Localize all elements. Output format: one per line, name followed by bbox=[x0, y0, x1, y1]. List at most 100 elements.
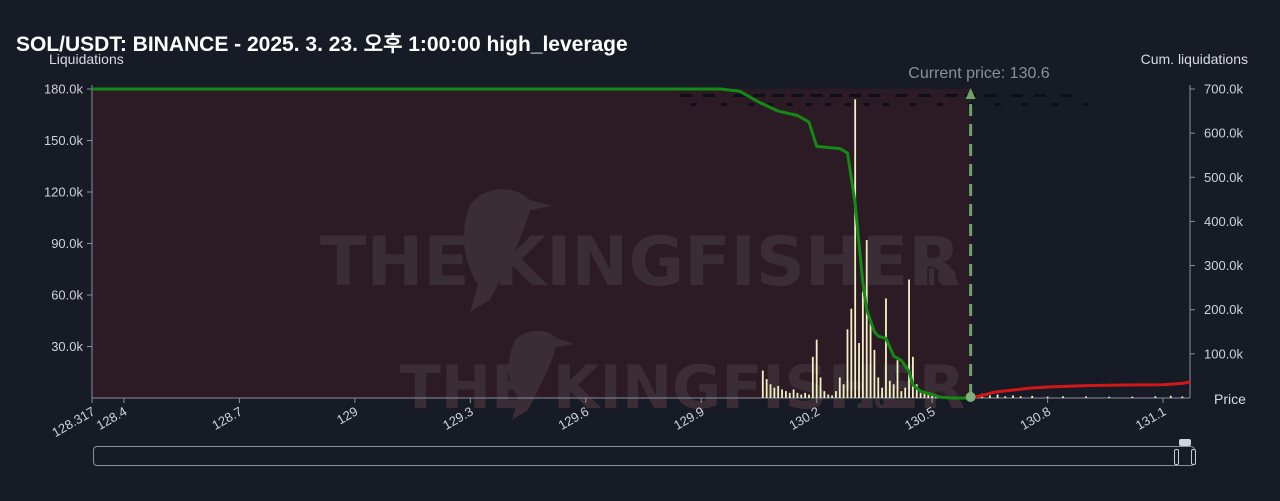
liquidation-bar bbox=[808, 394, 810, 398]
x-axis-label: Price bbox=[1214, 391, 1246, 407]
left-tick-label: 60.0k bbox=[51, 288, 83, 303]
range-handle-left[interactable] bbox=[1174, 449, 1179, 465]
liquidation-bar bbox=[873, 349, 876, 398]
liquidation-bar bbox=[800, 394, 803, 398]
left-tick-label: 150.0k bbox=[44, 133, 84, 148]
liquidation-bar bbox=[838, 377, 841, 398]
liquidation-bar bbox=[919, 391, 922, 398]
cumulative-lines bbox=[92, 87, 1191, 400]
x-tick-label: 128.317 bbox=[49, 404, 97, 440]
right-tick-label: 300.0k bbox=[1204, 258, 1244, 273]
liquidation-bar bbox=[912, 356, 914, 398]
liquidation-bar bbox=[931, 394, 934, 398]
x-tick-label: 128.7 bbox=[209, 404, 245, 433]
left-tick-label: 90.0k bbox=[51, 236, 83, 251]
liquidation-bar bbox=[792, 389, 795, 398]
liquidation-bar bbox=[769, 384, 772, 398]
orderbook-dash bbox=[772, 94, 785, 97]
liquidation-bar bbox=[865, 240, 868, 398]
orderbook-dash bbox=[767, 103, 774, 106]
orderbook-dash bbox=[882, 103, 889, 106]
orderbook-dash bbox=[983, 94, 996, 97]
liquidation-bar bbox=[1012, 395, 1014, 398]
current-price-label: Current price: 130.6 bbox=[908, 65, 1050, 82]
liquidation-bar bbox=[827, 394, 830, 398]
orderbook-dash bbox=[1010, 94, 1023, 97]
right-tick-label: 100.0k bbox=[1204, 346, 1244, 361]
liquidation-bar bbox=[1004, 396, 1007, 398]
liquidation-bar bbox=[842, 384, 845, 398]
liquidation-bar bbox=[804, 392, 807, 398]
range-handle-right[interactable] bbox=[1191, 449, 1196, 465]
current-price-dot bbox=[965, 392, 976, 402]
x-tick-label: 129 bbox=[334, 404, 360, 428]
liquidation-bar bbox=[831, 395, 833, 398]
range-slider-handle[interactable] bbox=[1174, 439, 1196, 467]
orderbook-dash bbox=[1060, 94, 1073, 97]
liquidation-bar bbox=[777, 385, 780, 398]
current-price-marker bbox=[965, 88, 976, 402]
liquidation-bar bbox=[1085, 396, 1087, 398]
orderbook-dash bbox=[844, 103, 851, 106]
liquidation-bar bbox=[885, 298, 887, 398]
liquidation-bar bbox=[819, 377, 822, 398]
arrow-up-icon bbox=[965, 88, 976, 99]
liquidation-bar bbox=[1154, 396, 1157, 398]
grip-icon[interactable] bbox=[1179, 439, 1191, 446]
liquidation-bar bbox=[811, 356, 814, 398]
orderbook-dash bbox=[849, 94, 862, 97]
orderbook-dash bbox=[1083, 103, 1090, 106]
liquidation-bar bbox=[823, 391, 826, 398]
liquidation-bar bbox=[904, 387, 907, 398]
liquidation-bar bbox=[923, 392, 926, 398]
orderbook-dash bbox=[1021, 103, 1028, 106]
liquidation-bar bbox=[1108, 396, 1111, 398]
liquidation-bar bbox=[784, 391, 787, 398]
liquidation-bar bbox=[996, 394, 999, 398]
liquidation-bar bbox=[773, 387, 776, 398]
liquidation-bar bbox=[850, 308, 853, 398]
orderbook-dash bbox=[786, 103, 793, 106]
orderbook-dash bbox=[721, 103, 728, 106]
orderbook-dash bbox=[752, 94, 765, 97]
orderbook-dash bbox=[825, 103, 832, 106]
liquidation-bar bbox=[781, 389, 783, 398]
orderbook-dash bbox=[748, 103, 755, 106]
cum-short-liquidations-line bbox=[92, 87, 971, 400]
x-tick-label: 130.8 bbox=[1017, 404, 1053, 433]
liquidation-bar bbox=[861, 291, 864, 398]
liquidation-bar bbox=[881, 387, 884, 398]
liquidation-bar bbox=[896, 360, 899, 398]
liquidation-bar bbox=[1019, 396, 1022, 398]
x-tick-label: 131.1 bbox=[1133, 404, 1169, 433]
orderbook-dash bbox=[733, 94, 746, 97]
liquidation-bar bbox=[1181, 396, 1184, 398]
left-tick-label: 120.0k bbox=[44, 185, 84, 200]
liquidation-bar bbox=[1169, 395, 1172, 398]
orderbook-dash bbox=[863, 103, 870, 106]
liquidation-bar bbox=[854, 99, 857, 399]
liquidation-bar bbox=[796, 392, 799, 398]
orderbook-dash bbox=[936, 103, 943, 106]
range-scrollbar[interactable] bbox=[93, 439, 1196, 467]
left-tick-label: 180.0k bbox=[44, 82, 84, 97]
right-axis-label: Cum. liquidations bbox=[1141, 51, 1248, 67]
liquidation-bars bbox=[761, 99, 1184, 399]
orderbook-dash bbox=[918, 94, 931, 97]
left-axis-ticks: 30.0k 60.0k 90.0k 120.0k 150.0k 180.0k bbox=[44, 82, 92, 354]
cum-long-liquidations-line bbox=[970, 380, 1191, 400]
watermark-text-top: THE KINGFISHER bbox=[320, 223, 961, 302]
chart-title: SOL/USDT: BINANCE - 2025. 3. 23. 오후 1:00… bbox=[16, 33, 628, 56]
orderbook-dash bbox=[702, 94, 715, 97]
liquidation-bar bbox=[788, 392, 791, 398]
right-tick-label: 700.0k bbox=[1204, 82, 1244, 97]
liquidation-bar bbox=[988, 395, 991, 398]
x-tick-label: 128.4 bbox=[94, 404, 130, 433]
right-tick-label: 600.0k bbox=[1204, 126, 1244, 141]
liquidation-bar bbox=[846, 329, 849, 398]
liquidation-bar bbox=[835, 391, 837, 398]
orderbook-dash bbox=[791, 94, 804, 97]
liquidation-bar bbox=[765, 379, 768, 398]
liquidation-bar bbox=[892, 384, 895, 398]
